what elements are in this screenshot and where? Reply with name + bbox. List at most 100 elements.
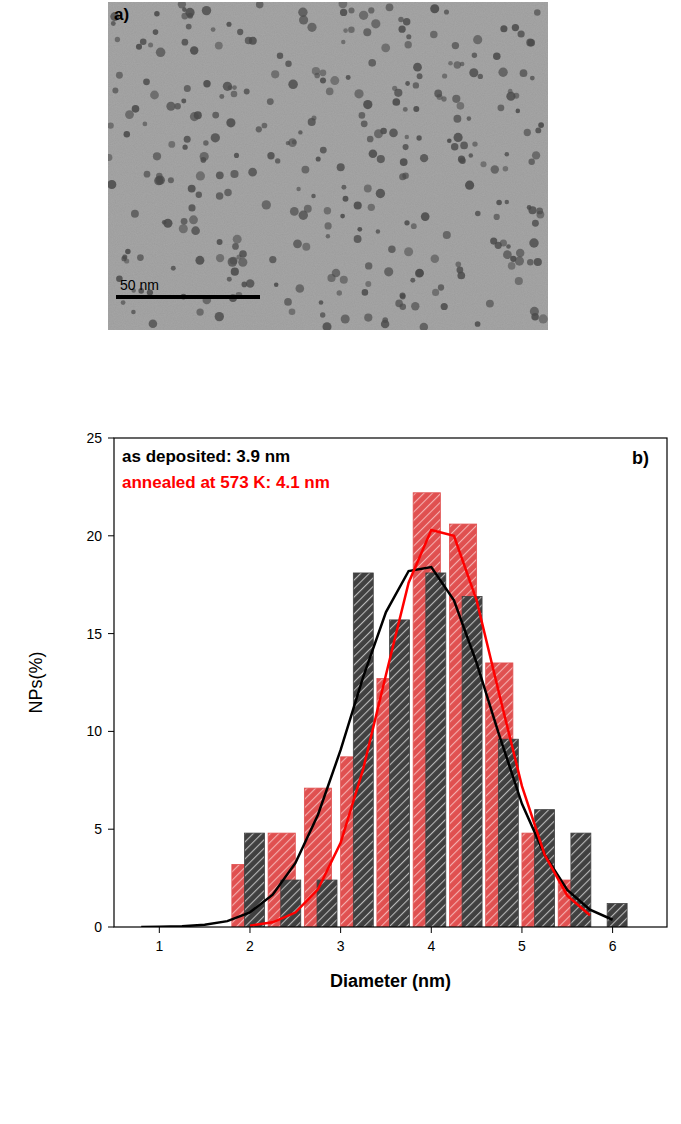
tem-particle bbox=[421, 212, 430, 221]
tem-particle bbox=[248, 168, 257, 177]
y-axis-title: NPs(%) bbox=[26, 652, 46, 714]
tem-particle bbox=[226, 118, 235, 127]
tem-particle bbox=[500, 25, 507, 32]
tem-particle bbox=[154, 176, 163, 185]
tem-particle bbox=[480, 161, 486, 167]
tem-particle bbox=[320, 77, 326, 83]
tem-particle bbox=[188, 185, 196, 193]
tem-particle bbox=[420, 154, 428, 162]
fit-curve bbox=[250, 530, 590, 926]
tem-particle bbox=[377, 155, 385, 163]
tem-particle bbox=[455, 261, 461, 267]
tem-particle bbox=[314, 73, 320, 79]
x-tick-label: 3 bbox=[337, 938, 345, 954]
tem-particle bbox=[231, 91, 238, 98]
tem-particle bbox=[203, 80, 210, 87]
tem-particle bbox=[150, 91, 159, 100]
tem-particle bbox=[506, 92, 515, 101]
tem-particle bbox=[216, 254, 224, 262]
tem-particle bbox=[415, 269, 423, 277]
tem-particle bbox=[442, 73, 447, 78]
tem-particle bbox=[503, 166, 509, 172]
tem-particle bbox=[153, 29, 159, 35]
tem-particle bbox=[149, 319, 158, 328]
tem-particle bbox=[324, 207, 331, 214]
tem-particle bbox=[196, 308, 203, 315]
tem-particle bbox=[158, 178, 163, 183]
tem-particle bbox=[223, 82, 232, 91]
tem-particle bbox=[256, 126, 262, 132]
tem-particle bbox=[524, 129, 531, 136]
plot-data bbox=[141, 493, 627, 927]
tem-particle bbox=[536, 208, 543, 215]
tem-particle bbox=[527, 205, 532, 210]
tem-particle bbox=[346, 75, 351, 80]
tem-particle bbox=[478, 74, 483, 79]
tem-particle bbox=[236, 254, 241, 259]
tem-particle bbox=[181, 218, 188, 225]
tem-particle bbox=[267, 98, 274, 105]
tem-particle bbox=[112, 87, 118, 93]
tem-particle bbox=[166, 102, 175, 111]
tem-particle bbox=[368, 204, 375, 211]
tem-particle bbox=[341, 315, 350, 324]
tem-background bbox=[108, 2, 548, 330]
tem-particle bbox=[354, 201, 362, 209]
tem-particle bbox=[162, 220, 167, 225]
tem-particle bbox=[430, 4, 439, 13]
tem-particle bbox=[368, 59, 376, 67]
tem-particle bbox=[168, 141, 175, 148]
tem-particle bbox=[443, 231, 451, 239]
tem-particle bbox=[454, 61, 461, 68]
tem-particle bbox=[454, 133, 463, 142]
tem-particle bbox=[376, 189, 385, 198]
tem-particle bbox=[148, 42, 153, 47]
tem-particle bbox=[298, 8, 307, 17]
tem-particle bbox=[191, 226, 200, 235]
tem-particle bbox=[271, 70, 279, 78]
tem-particle bbox=[361, 120, 368, 127]
tem-particle bbox=[498, 104, 505, 111]
tem-particle bbox=[131, 210, 139, 218]
panel-label: b) bbox=[632, 448, 649, 468]
y-tick bbox=[108, 535, 114, 536]
tem-particle bbox=[475, 321, 481, 327]
tem-particle bbox=[182, 39, 189, 46]
y-tick bbox=[108, 829, 114, 830]
tem-particle bbox=[311, 194, 316, 199]
tem-particle bbox=[108, 122, 114, 128]
tem-particle bbox=[219, 94, 224, 99]
tem-particle bbox=[354, 235, 362, 243]
tem-particle bbox=[420, 323, 428, 330]
tem-particle bbox=[389, 129, 398, 138]
tem-particle bbox=[415, 269, 424, 278]
histogram-bar bbox=[462, 596, 482, 927]
x-axis-title: Diameter (nm) bbox=[330, 971, 451, 991]
tem-particle bbox=[363, 100, 372, 109]
tem-particle bbox=[227, 277, 232, 282]
tem-particle bbox=[337, 290, 342, 295]
tem-particle bbox=[516, 109, 521, 114]
y-tick-label: 25 bbox=[86, 430, 102, 446]
tem-particle bbox=[211, 27, 216, 32]
tem-particle bbox=[453, 115, 461, 123]
tem-particle bbox=[201, 157, 207, 163]
tem-particle bbox=[416, 135, 421, 140]
x-tick-label: 5 bbox=[518, 938, 526, 954]
histogram-bar bbox=[607, 904, 627, 927]
tem-particle bbox=[405, 41, 412, 48]
tem-particle bbox=[395, 300, 403, 308]
histogram-bar bbox=[281, 880, 301, 927]
tem-particle bbox=[515, 257, 524, 266]
tem-particle bbox=[535, 127, 541, 133]
tem-particle bbox=[493, 53, 501, 61]
tem-particle bbox=[182, 145, 187, 150]
tem-particle bbox=[410, 278, 415, 283]
tem-particle bbox=[237, 29, 243, 35]
tem-particle bbox=[359, 112, 366, 119]
tem-particle bbox=[402, 173, 409, 180]
histogram-bar bbox=[353, 573, 373, 927]
tem-particle bbox=[153, 152, 161, 160]
tem-particle bbox=[392, 98, 400, 106]
tem-particle bbox=[194, 111, 202, 119]
